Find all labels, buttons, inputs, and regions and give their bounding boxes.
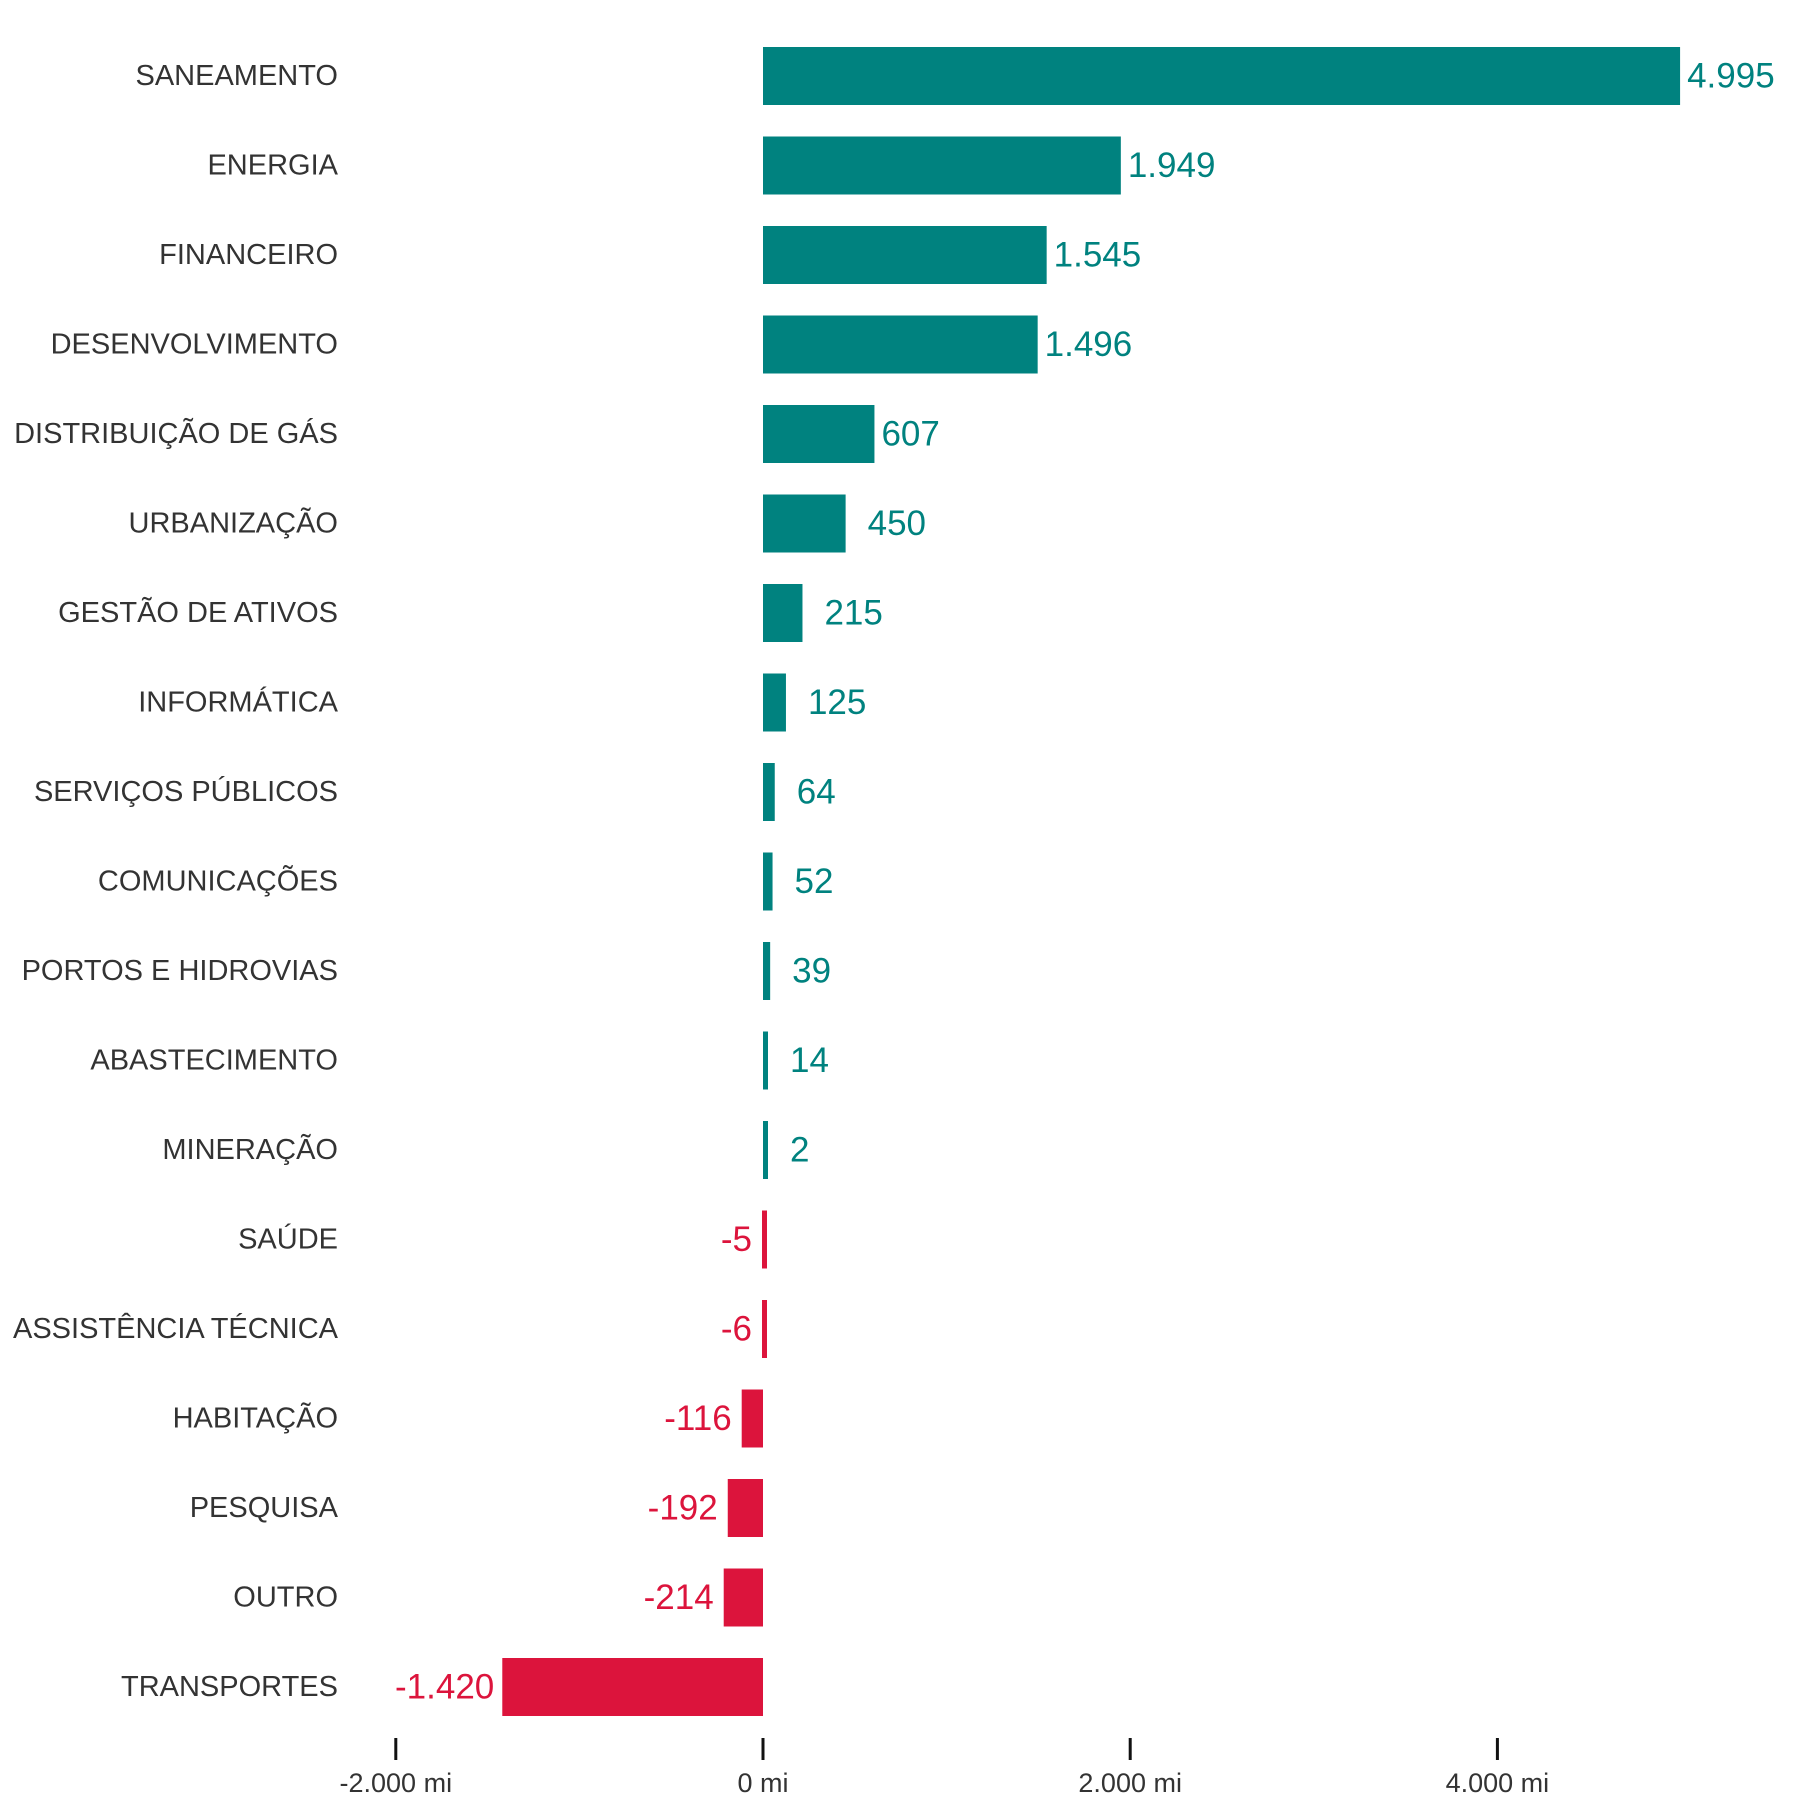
bar (763, 1031, 768, 1090)
data-label: 14 (790, 1041, 829, 1080)
data-label: 1.545 (1054, 236, 1142, 275)
bar (763, 315, 1038, 374)
data-label: -192 (648, 1489, 718, 1528)
x-tick-label: 0 mi (737, 1768, 788, 1798)
category-label: URBANIZAÇÃO (129, 506, 338, 540)
bars (502, 47, 1681, 1716)
bar (763, 405, 875, 463)
category-label: GESTÃO DE ATIVOS (58, 595, 338, 629)
data-label: 607 (881, 415, 939, 454)
data-label: 125 (808, 683, 866, 722)
category-label: INFORMÁTICA (138, 686, 338, 719)
category-label: OUTRO (233, 1582, 338, 1614)
bar (763, 226, 1047, 284)
bar (741, 1389, 763, 1448)
category-label: DESENVOLVIMENTO (51, 329, 338, 361)
category-label: ASSISTÊNCIA TÉCNICA (13, 1312, 339, 1345)
bar (763, 494, 846, 553)
bar (763, 852, 773, 911)
bar (763, 942, 771, 1000)
bar (763, 584, 803, 642)
category-label: PORTOS E HIDROVIAS (22, 955, 338, 987)
data-label: 450 (868, 504, 926, 543)
bar (762, 1210, 767, 1269)
data-label: -116 (664, 1399, 731, 1438)
bar (763, 763, 775, 821)
data-label: 215 (824, 594, 882, 633)
category-label: SANEAMENTO (135, 60, 338, 92)
data-label: 1.496 (1045, 325, 1133, 364)
data-label: -1.420 (395, 1668, 494, 1707)
bar (763, 47, 1681, 105)
category-label: ENERGIA (207, 150, 338, 182)
x-tick-label: -2.000 mi (340, 1768, 453, 1798)
value-labels: 4.995 1.949 1.545 1.496 607 450 215 125 64 52 39 14… (395, 57, 1775, 1707)
bar (763, 1121, 768, 1179)
category-label: ABASTECIMENTO (90, 1045, 338, 1077)
bar (727, 1479, 763, 1537)
category-label: TRANSPORTES (121, 1671, 338, 1703)
data-label: -5 (721, 1220, 752, 1259)
category-label: COMUNICAÇÕES (98, 864, 338, 898)
category-label: HABITAÇÃO (173, 1401, 338, 1435)
bar (723, 1568, 763, 1627)
category-label: PESQUISA (190, 1492, 339, 1524)
data-label: 4.995 (1687, 57, 1775, 96)
data-label: 52 (795, 862, 834, 901)
data-label: 64 (797, 773, 836, 812)
category-label: MINERAÇÃO (162, 1132, 338, 1166)
category-labels: SANEAMENTO ENERGIA FINANCEIRO DESENVOLVIMEN… (13, 60, 339, 1703)
x-axis: -2.000 mi 0 mi 2.000 mi 4.000 mi (340, 1738, 1550, 1798)
bar (762, 1300, 767, 1358)
data-label: -214 (644, 1578, 714, 1617)
category-label: SAÚDE (238, 1223, 338, 1256)
bar (763, 136, 1121, 195)
category-label: SERVIÇOS PÚBLICOS (34, 775, 338, 808)
data-label: 39 (792, 952, 831, 991)
data-label: 2 (790, 1131, 809, 1170)
data-label: 1.949 (1128, 146, 1216, 185)
bar (763, 673, 786, 732)
bar (502, 1658, 763, 1716)
category-label: DISTRIBUIÇÃO DE GÁS (14, 416, 338, 450)
x-tick-label: 4.000 mi (1446, 1768, 1550, 1798)
x-tick-label: 2.000 mi (1078, 1768, 1182, 1798)
data-label: -6 (721, 1310, 752, 1349)
category-label: FINANCEIRO (159, 239, 338, 271)
